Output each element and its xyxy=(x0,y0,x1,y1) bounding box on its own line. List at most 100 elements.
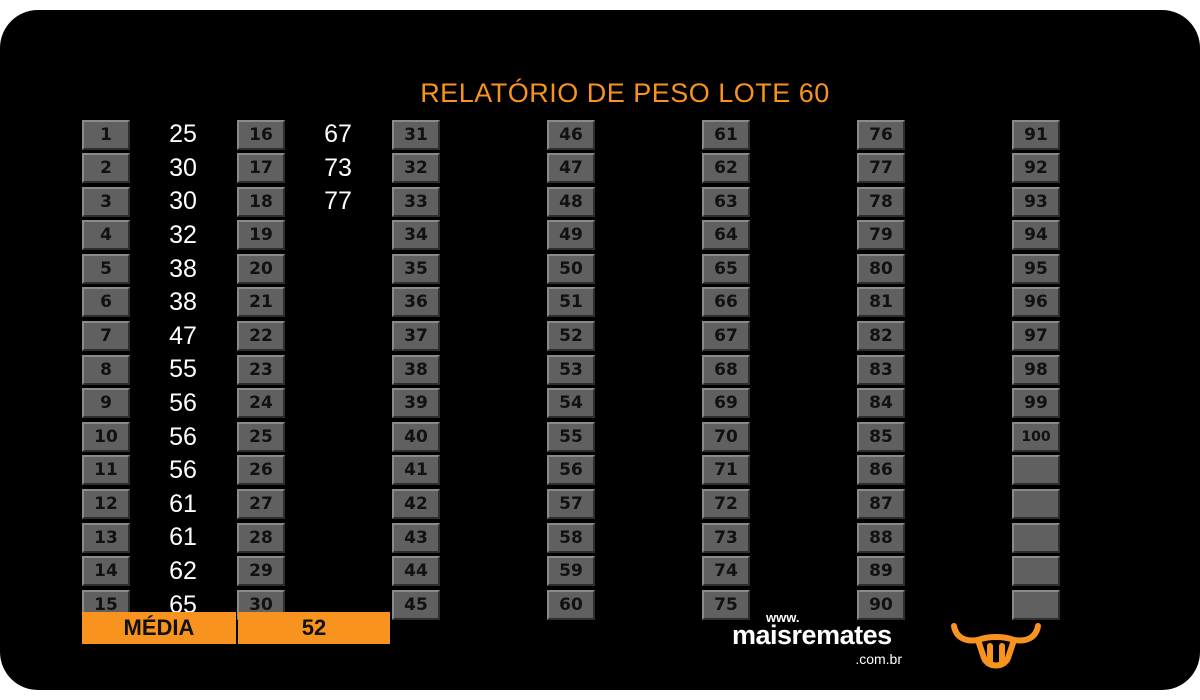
animal-number-cell: 54 xyxy=(547,388,595,419)
grid-row: 16 67 xyxy=(237,118,392,152)
animal-number-cell: 31 xyxy=(392,119,440,150)
animal-number-cell: 28 xyxy=(237,522,285,553)
grid-row: 61 xyxy=(702,118,857,152)
animal-number-cell: 34 xyxy=(392,220,440,251)
grid-row: 27 xyxy=(237,488,392,522)
empty-number-cell xyxy=(1012,522,1060,553)
grid-row: 51 xyxy=(547,286,702,320)
animal-number-cell: 99 xyxy=(1012,388,1060,419)
animal-number-cell: 78 xyxy=(857,186,905,217)
grid-row: 24 xyxy=(237,387,392,421)
grid-row: 97 xyxy=(1012,320,1167,354)
grid-row: 67 xyxy=(702,320,857,354)
weight-value: 32 xyxy=(169,221,197,250)
animal-number-cell: 35 xyxy=(392,253,440,284)
weight-value: 61 xyxy=(169,523,197,552)
grid-row: 13 61 xyxy=(82,521,237,555)
animal-number-cell: 97 xyxy=(1012,321,1060,352)
animal-number-cell: 29 xyxy=(237,556,285,587)
grid-row: 41 xyxy=(392,454,547,488)
grid-row: 62 xyxy=(702,152,857,186)
grid-row: 3 30 xyxy=(82,185,237,219)
animal-number-cell: 43 xyxy=(392,522,440,553)
animal-number-cell: 27 xyxy=(237,489,285,520)
grid-row: 17 73 xyxy=(237,152,392,186)
brand-logo-text[interactable]: www. maisremates .com.br xyxy=(730,610,908,672)
grid-row: 82 xyxy=(857,320,1012,354)
animal-number-cell: 6 xyxy=(82,287,130,318)
animal-number-cell: 32 xyxy=(392,153,440,184)
empty-number-cell xyxy=(1012,489,1060,520)
grid-row: 87 xyxy=(857,488,1012,522)
animal-number-cell: 23 xyxy=(237,354,285,385)
grid-row: 58 xyxy=(547,521,702,555)
grid-row: 79 xyxy=(857,219,1012,253)
grid-row xyxy=(1012,488,1167,522)
weight-value: 73 xyxy=(324,153,352,182)
animal-number-cell: 55 xyxy=(547,421,595,452)
animal-number-cell: 8 xyxy=(82,354,130,385)
animal-number-cell: 24 xyxy=(237,388,285,419)
grid-row: 54 xyxy=(547,387,702,421)
bull-horns-logo-icon xyxy=(948,618,1044,674)
animal-number-cell: 57 xyxy=(547,489,595,520)
animal-number-cell: 33 xyxy=(392,186,440,217)
grid-row: 42 xyxy=(392,488,547,522)
weight-value: 77 xyxy=(324,187,352,216)
animal-number-cell: 84 xyxy=(857,388,905,419)
animal-number-cell: 5 xyxy=(82,253,130,284)
animal-number-cell: 16 xyxy=(237,119,285,150)
grid-row: 66 xyxy=(702,286,857,320)
grid-row: 59 xyxy=(547,555,702,589)
grid-row: 91 xyxy=(1012,118,1167,152)
animal-number-cell: 3 xyxy=(82,186,130,217)
animal-number-cell: 7 xyxy=(82,321,130,352)
weight-value: 30 xyxy=(169,187,197,216)
grid-row: 90 xyxy=(857,588,1012,622)
empty-number-cell xyxy=(1012,556,1060,587)
grid-row: 69 xyxy=(702,387,857,421)
animal-number-cell: 66 xyxy=(702,287,750,318)
grid-row: 22 xyxy=(237,320,392,354)
animal-number-cell: 75 xyxy=(702,589,750,620)
grid-row: 85 xyxy=(857,420,1012,454)
grid-row: 36 xyxy=(392,286,547,320)
average-label: MÉDIA xyxy=(82,612,236,644)
animal-number-cell: 67 xyxy=(702,321,750,352)
animal-number-cell: 26 xyxy=(237,455,285,486)
grid-row: 93 xyxy=(1012,185,1167,219)
weight-value: 61 xyxy=(169,489,197,518)
animal-number-cell: 98 xyxy=(1012,354,1060,385)
animal-number-cell: 10 xyxy=(82,421,130,452)
animal-number-cell: 89 xyxy=(857,556,905,587)
weight-grid: 1 25 2 30 3 30 4 32 5 38 6 38 7 47 8 55 9 56 10 56 11 56 12 61 1… xyxy=(82,118,1167,622)
grid-row: 98 xyxy=(1012,353,1167,387)
weight-value: 47 xyxy=(169,321,197,350)
animal-number-cell: 47 xyxy=(547,153,595,184)
grid-row: 9 56 xyxy=(82,387,237,421)
grid-row: 77 xyxy=(857,152,1012,186)
brand-name: maisremates xyxy=(732,620,892,650)
animal-number-cell: 95 xyxy=(1012,253,1060,284)
weight-value: 56 xyxy=(169,389,197,418)
animal-number-cell: 49 xyxy=(547,220,595,251)
grid-row: 47 xyxy=(547,152,702,186)
animal-number-cell: 14 xyxy=(82,556,130,587)
grid-row: 100 xyxy=(1012,420,1167,454)
grid-row: 33 xyxy=(392,185,547,219)
animal-number-cell: 58 xyxy=(547,522,595,553)
grid-row xyxy=(1012,521,1167,555)
grid-column: 46 47 48 49 50 51 52 53 54 55 56 57 58 59 60 xyxy=(547,118,702,622)
grid-row: 50 xyxy=(547,252,702,286)
grid-row: 45 xyxy=(392,588,547,622)
animal-number-cell: 4 xyxy=(82,220,130,251)
animal-number-cell: 45 xyxy=(392,589,440,620)
animal-number-cell: 71 xyxy=(702,455,750,486)
animal-number-cell: 80 xyxy=(857,253,905,284)
grid-row: 8 55 xyxy=(82,353,237,387)
grid-row: 60 xyxy=(547,588,702,622)
grid-row: 49 xyxy=(547,219,702,253)
grid-row: 39 xyxy=(392,387,547,421)
grid-row: 40 xyxy=(392,420,547,454)
grid-row: 81 xyxy=(857,286,1012,320)
